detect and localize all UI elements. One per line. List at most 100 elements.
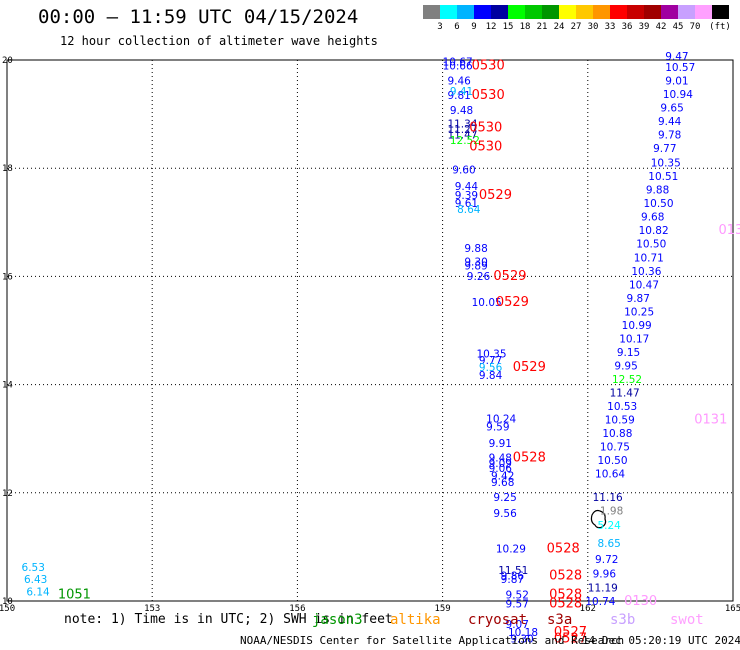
wave-height-value: 5.24 [597, 520, 621, 532]
wave-height-value: 9.09 [489, 458, 512, 470]
colorbar-swatch [542, 5, 559, 19]
wave-height-value: 10.57 [665, 62, 695, 74]
wave-height-value: 9.39 [455, 190, 478, 202]
colorbar-swatch [508, 5, 525, 19]
colorbar-swatch [661, 5, 678, 19]
wave-height-value: 9.56 [493, 508, 517, 520]
colorbar-label: 33 [604, 22, 616, 32]
pass-time-label: 0528 [513, 450, 546, 465]
wave-height-value: 6.43 [24, 574, 47, 586]
wave-height-value: 11.47 [610, 388, 640, 400]
wave-height-value: 9.68 [641, 212, 664, 224]
wave-height-value: 10.05 [472, 297, 502, 309]
colorbar-label: 24 [553, 22, 565, 32]
wave-height-value: 10.35 [651, 158, 681, 170]
wave-height-value: 10.35 [476, 349, 506, 361]
lat-tick-label: 20 [2, 56, 13, 66]
wave-height-value: 10.53 [607, 401, 637, 413]
satellite-legend-s3a: s3a [547, 612, 573, 628]
colorbar-swatch [712, 5, 729, 19]
pass-time-label: 0528 [547, 541, 580, 556]
wave-height-value: 10.88 [602, 428, 632, 440]
credit-line: NOAA/NESDIS Center for Satellite Applica… [240, 634, 625, 647]
pass-time-label: 0529 [513, 360, 546, 375]
satellite-legend-swot: swot [670, 612, 704, 628]
colorbar-swatch [423, 5, 440, 19]
map-title: 00:00 — 11:59 UTC 04/15/2024 [38, 6, 359, 28]
pass-time-label: 0530 [469, 120, 502, 135]
lat-tick-label: 10 [2, 597, 13, 607]
wave-height-value: 10.17 [619, 333, 649, 345]
wave-height-value: 10.99 [622, 320, 652, 332]
satellite-legend-s3b: s3b [610, 612, 636, 628]
colorbar-swatch [440, 5, 457, 19]
wave-height-value: 6.14 [26, 587, 50, 599]
wave-height-value: 9.78 [658, 129, 681, 141]
lat-tick-label: 12 [2, 489, 13, 499]
pass-time-label: 0528 [549, 587, 582, 602]
wave-height-value: 9.68 [491, 477, 514, 489]
lon-tick-label: 159 [434, 604, 450, 614]
map-frame [6, 59, 734, 602]
satellite-legend-altika: altika [390, 612, 441, 628]
satellite-legend-jason3: jason3 [312, 612, 363, 628]
wave-height-value: 10.50 [636, 239, 666, 251]
wave-height-value: 9.95 [614, 360, 637, 372]
wave-height-value: 10.47 [629, 279, 659, 291]
colorbar-label: 12 [485, 22, 497, 32]
pass-time-label: 0132 [718, 223, 740, 238]
pass-time-label: 0529 [496, 295, 529, 310]
satellite-legend-cryosat: cryosat [468, 612, 528, 628]
wave-height-value: 9.07 [506, 619, 529, 631]
wave-height-value: 9.26 [467, 271, 491, 283]
colorbar-swatch [627, 5, 644, 19]
generated-timestamp: 14 Dec 05:20:19 UTC 2024 [582, 634, 740, 647]
pass-time-label: 0529 [479, 188, 512, 203]
pass-time-label: 1051 [58, 587, 91, 602]
colorbar-label: 21 [536, 22, 548, 32]
lon-tick-label: 162 [580, 604, 596, 614]
pass-time-label: 0528 [549, 568, 582, 583]
wave-height-value: 9.15 [617, 347, 640, 359]
colorbar-swatch [525, 5, 542, 19]
colorbar-label: 39 [638, 22, 650, 32]
pass-time-label: 0527 [554, 632, 587, 647]
wave-height-value: 9.25 [493, 492, 516, 504]
wave-height-value: 1.98 [600, 505, 623, 517]
wave-height-value: 9.88 [646, 185, 669, 197]
wave-height-value: 9.06 [489, 463, 513, 475]
wave-height-value: 10.29 [496, 543, 526, 555]
colorbar-swatch [593, 5, 610, 19]
lon-tick-label: 165 [725, 604, 740, 614]
wave-height-value: 9.72 [595, 554, 618, 566]
wave-height-value: 9.48 [450, 105, 473, 117]
wave-height-value: 10.50 [643, 198, 673, 210]
colorbar-label: 9 [471, 22, 477, 32]
colorbar-label: 3 [437, 22, 443, 32]
colorbar-label: 36 [621, 22, 633, 32]
wave-height-value: 12.52 [450, 135, 480, 147]
wave-height-value: 9.77 [653, 143, 676, 155]
colorbar-label: 15 [502, 22, 514, 32]
wave-height-value: 11.47 [447, 129, 477, 141]
pass-time-label: 0528 [549, 596, 582, 611]
wave-height-value: 9.56 [479, 362, 503, 374]
colorbar-swatch [491, 5, 508, 19]
colorbar-label: 18 [519, 22, 531, 32]
lon-tick-label: 156 [289, 604, 305, 614]
wave-height-value: 10.50 [597, 455, 627, 467]
wave-height-value: 11.27 [447, 124, 477, 136]
wave-height-value: 9.01 [665, 75, 688, 87]
lon-tick-label: 153 [144, 604, 160, 614]
map-subtitle: 12 hour collection of altimeter wave hei… [60, 34, 378, 48]
island-outline [590, 509, 607, 529]
wave-height-value: 9.88 [464, 243, 487, 255]
wave-height-value: 10.67 [443, 56, 473, 68]
wave-height-value: 8.64 [457, 204, 481, 216]
pass-time-label: 0529 [493, 269, 526, 284]
wave-height-value: 10.75 [600, 442, 630, 454]
colorbar-unit: (ft) [709, 22, 731, 32]
colorbar-label: 27 [570, 22, 582, 32]
wave-height-value: 9.86 [501, 570, 525, 582]
